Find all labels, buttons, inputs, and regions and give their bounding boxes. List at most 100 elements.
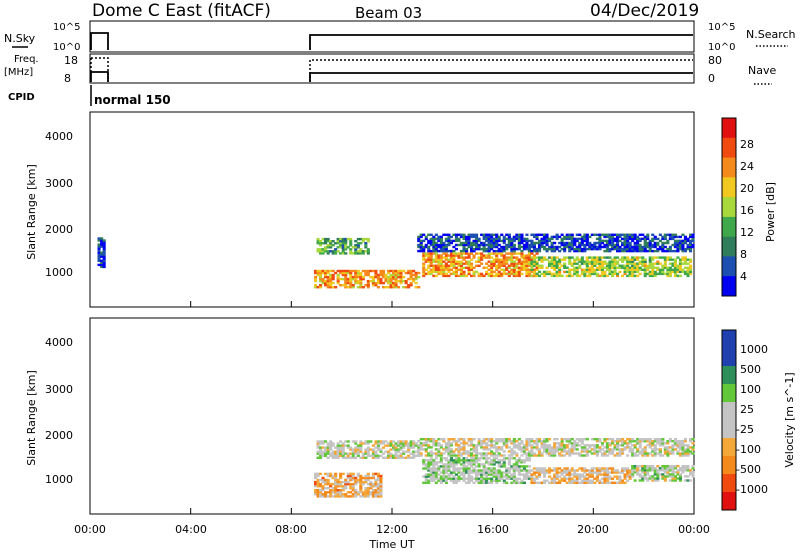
echo-cell-1-244 — [397, 286, 401, 289]
echo-cell-2-563 — [442, 467, 446, 470]
echo-cell-2-801 — [505, 471, 509, 474]
echo-cell-5-1632 — [570, 442, 574, 445]
echo-cell-4-1034 — [621, 266, 625, 269]
echo-cell-4-1177 — [658, 469, 662, 472]
echo-cell-5-1818 — [643, 243, 647, 247]
echo-cell-5-1730 — [616, 452, 620, 455]
echo-cell-1-179 — [371, 279, 375, 283]
echo-cell-3-431 — [429, 258, 433, 261]
echo-cell-4-1061 — [628, 260, 632, 263]
echo-cell-1-234 — [392, 269, 396, 273]
echo-cell-2-812 — [507, 459, 511, 462]
echo-cell-0-27 — [102, 259, 106, 262]
echo-cell-2-858 — [522, 481, 526, 484]
echo-cell-4-971 — [598, 264, 602, 267]
echo-cell-5-1604 — [565, 243, 569, 247]
echo-cell-1-343 — [359, 446, 363, 449]
echo-cell-5-1574 — [550, 237, 554, 241]
echo-cell-4-922 — [583, 270, 587, 274]
freq-panel-frame — [89, 53, 695, 84]
echo-cell-5-1747 — [618, 233, 622, 236]
echo-cell-1-410 — [389, 448, 393, 451]
echo-cell-4-1228 — [678, 467, 682, 470]
echo-cell-4-1011 — [611, 262, 615, 265]
echo-cell-0-153 — [359, 487, 363, 490]
echo-cell-5-1305 — [437, 442, 441, 445]
echo-cell-4-1080 — [633, 256, 637, 259]
echo-cell-4-988 — [603, 266, 607, 269]
echo-cell-5-1674 — [590, 444, 594, 447]
echo-cell-1-129 — [349, 273, 353, 277]
echo-cell-2-584 — [447, 463, 451, 466]
echo-cell-5-1309 — [439, 446, 443, 449]
echo-cell-2-680 — [472, 461, 476, 464]
echo-cell-4-1016 — [613, 268, 617, 271]
echo-cell-2-359 — [349, 252, 353, 255]
echo-cell-5-1838 — [658, 444, 662, 447]
echo-cell-0-15 — [316, 480, 320, 484]
echo-cell-0-8 — [97, 245, 101, 248]
echo-cell-2-646 — [465, 471, 469, 474]
echo-cell-1-306 — [341, 442, 345, 445]
echo-cell-5-1780 — [636, 448, 640, 451]
echo-cell-5-1249 — [422, 233, 426, 236]
echo-cell-5-1776 — [628, 241, 632, 245]
echo-cell-4-1155 — [648, 467, 652, 470]
echo-cell-5-1464 — [507, 239, 511, 243]
echo-cell-0-25 — [102, 263, 106, 267]
echo-cell-0-118 — [349, 491, 353, 494]
echo-cell-4-1172 — [668, 268, 672, 271]
echo-cell-1-117 — [346, 286, 350, 289]
echo-cell-5-1320 — [444, 442, 448, 445]
echo-cell-2-595 — [449, 457, 453, 460]
echo-cell-0-109 — [344, 478, 348, 482]
echo-cell-3-449 — [434, 258, 438, 261]
echo-cell-3-713 — [515, 266, 519, 269]
echo-cell-5-1279 — [427, 446, 431, 449]
echo-cell-1-359 — [366, 450, 370, 453]
echo-cell-4-1150 — [661, 270, 665, 274]
echo-cell-1-278 — [412, 277, 416, 281]
echo-cell-2-752 — [492, 479, 496, 482]
echo-cell-5-1592 — [555, 442, 559, 445]
echo-cell-5-1802 — [643, 440, 647, 443]
echo-cell-3-1041 — [598, 469, 602, 472]
echo-cell-5-1612 — [563, 444, 567, 447]
echo-cell-1-399 — [384, 444, 388, 447]
echo-cell-5-1630 — [573, 237, 577, 241]
echo-cell-4-955 — [593, 264, 597, 267]
echo-cell-2-345 — [341, 246, 345, 249]
echo-cell-5-1460 — [505, 233, 509, 236]
echo-cell-1-408 — [389, 454, 393, 457]
echo-cell-1-246 — [397, 275, 401, 279]
echo-cell-5-1616 — [568, 233, 572, 236]
echo-cell-2-722 — [485, 481, 489, 484]
echo-cell-5-1405 — [480, 444, 484, 447]
echo-cell-1-238 — [394, 279, 398, 283]
echo-cell-3-1040 — [598, 471, 602, 474]
echo-cell-1-277 — [331, 444, 335, 447]
echo-cell-3-971 — [568, 469, 572, 472]
echo-cell-5-1264 — [419, 442, 423, 445]
echo-cell-5-1505 — [522, 448, 526, 451]
echo-cell-5-1542 — [535, 438, 539, 441]
echo-cell-4-1081 — [636, 274, 640, 278]
echo-cell-4-1143 — [643, 467, 647, 470]
echo-cell-2-663 — [467, 459, 471, 462]
echo-cell-5-1881 — [671, 249, 675, 253]
echo-cell-3-519 — [454, 274, 458, 278]
echo-cell-5-1904 — [686, 452, 690, 455]
echo-cell-2-543 — [437, 473, 441, 476]
echo-cell-5-1371 — [465, 442, 469, 445]
echo-cell-4-1226 — [678, 473, 682, 476]
echo-cell-5-1912 — [689, 440, 693, 443]
echo-cell-5-1296 — [434, 448, 438, 451]
echo-cell-5-1712 — [608, 452, 612, 455]
echo-cell-3-729 — [520, 268, 524, 271]
echo-cell-1-259 — [402, 275, 406, 279]
echo-cell-5-1935 — [691, 237, 695, 241]
echo-cell-4-1213 — [683, 262, 687, 265]
echo-cell-5-1379 — [470, 452, 474, 455]
echo-cell-5-1856 — [666, 446, 670, 449]
echo-cell-2-723 — [485, 479, 489, 482]
